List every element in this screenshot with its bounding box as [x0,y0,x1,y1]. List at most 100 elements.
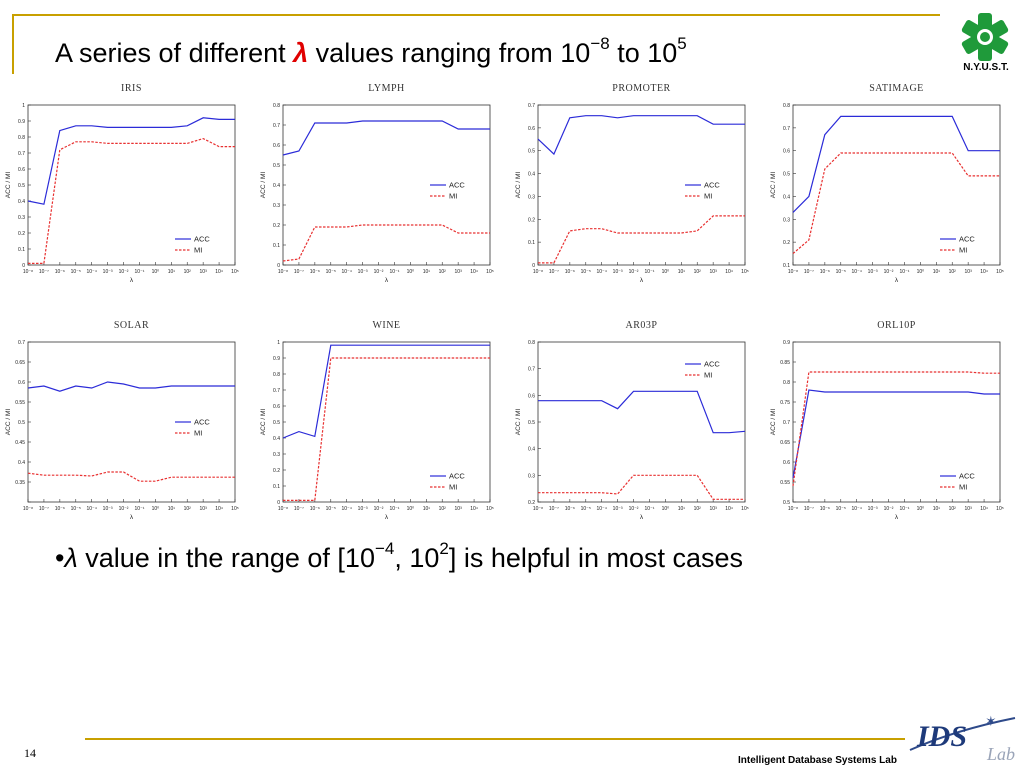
x-tick-label: 10⁻⁸ [788,506,798,512]
frame-left-line [12,14,14,74]
y-tick-label: 0.2 [273,468,280,474]
y-tick-label: 0.85 [780,360,790,366]
x-tick-label: 10⁵ [996,506,1004,512]
x-tick-label: 10² [694,506,702,512]
y-tick-label: 0.45 [15,440,25,446]
x-tick-label: 10⁵ [741,269,749,275]
x-tick-label: 10⁻⁸ [278,269,288,275]
legend-label-mi: MI [704,371,712,380]
legend-label-acc: ACC [959,235,975,244]
series-line-mi [282,224,490,262]
x-tick-label: 10⁻⁴ [342,269,352,275]
x-tick-label: 10⁵ [741,506,749,512]
x-tick-label: 10⁻⁷ [294,269,304,275]
x-tick-label: 10⁴ [725,506,733,512]
y-tick-label: 0.9 [18,119,25,125]
series-line-acc [792,115,1000,213]
y-tick-label: 0.4 [528,447,535,453]
chart-orl10p: ORL10P 0.5 0.55 0.6 0.65 0.7 0.75 0.8 0.85 0.9 10⁻… [770,320,1004,521]
x-tick-label: 10⁻² [374,269,384,275]
x-tick-label: 10⁻⁵ [71,506,81,512]
x-tick-label: 10⁰ [407,269,415,275]
y-tick-label: 0 [277,263,280,269]
ids-logo-text: IDS [916,720,967,753]
x-tick-label: 10⁻⁵ [836,269,846,275]
y-tick-label: 0.7 [783,420,790,426]
y-tick-label: 0.4 [273,436,280,442]
x-tick-label: 10⁻⁴ [342,506,352,512]
chart-lymph: LYMPH 0 0.1 0.2 0.3 0.4 0.5 0.6 0.7 0.8 10⁻⁸ 10⁻⁷ 10… [260,83,494,284]
x-tick-label: 10⁻¹ [900,506,910,512]
ids-logo-script: Lab [986,744,1015,764]
x-tick-label: 10⁻² [884,506,894,512]
y-tick-label: 0.5 [783,172,790,178]
plot-frame [537,104,746,266]
x-tick-label: 10¹ [933,269,941,275]
y-tick-label: 0.9 [783,340,790,346]
y-tick-label: 0.7 [528,103,535,109]
chart-solar: SOLAR 0.35 0.4 0.45 0.5 0.55 0.6 0.65 0.7 10⁻⁸ 10⁻… [5,320,239,521]
x-tick-label: 10⁻⁶ [55,506,65,512]
x-tick-label: 10³ [965,269,973,275]
series-line-mi [792,152,1000,255]
y-tick-label: 0.7 [528,367,535,373]
y-tick-label: 0.2 [783,240,790,246]
legend-label-mi: MI [704,192,712,201]
y-tick-label: 0.7 [273,123,280,129]
lab-name: Intelligent Database Systems Lab [738,755,897,766]
series-line-acc [537,115,745,156]
series-line-mi [28,137,235,264]
y-tick-label: 0.8 [273,103,280,109]
y-tick-label: 0.2 [273,223,280,229]
x-tick-label: 10¹ [933,506,941,512]
x-tick-label: 10⁻² [629,506,639,512]
legend-label-acc: ACC [449,181,465,190]
legend-box [427,176,479,204]
legend-label-mi: MI [959,246,967,255]
y-tick-label: 0.6 [273,404,280,410]
chart-title: PROMOTER [612,83,670,94]
legend-label-acc: ACC [704,181,720,190]
y-axis-label: ACC / MI [260,172,267,199]
legend-label-acc: ACC [194,418,210,427]
y-tick-label: 0.9 [273,356,280,362]
y-tick-label: 0.35 [15,480,25,486]
x-tick-label: 10⁴ [980,506,988,512]
bullet-lambda: λ [64,543,78,573]
x-axis-label: λ [895,277,899,284]
y-tick-label: 0.6 [528,393,535,399]
x-axis-label: λ [895,514,899,521]
x-tick-label: 10⁻⁶ [55,269,65,275]
x-tick-label: 10⁻³ [358,269,368,275]
x-tick-label: 10⁻³ [103,269,113,275]
y-tick-label: 0.8 [273,372,280,378]
x-tick-label: 10⁻³ [613,269,623,275]
x-tick-label: 10² [949,506,957,512]
x-tick-label: 10¹ [168,269,176,275]
university-name: N.Y.U.S.T. [963,62,1009,73]
x-tick-label: 10² [439,269,447,275]
x-tick-label: 10⁴ [215,506,223,512]
chart-title: WINE [372,320,400,331]
y-tick-label: 0.6 [783,149,790,155]
series-line-mi [792,371,1000,487]
frame-top-line [12,14,940,16]
x-tick-label: 10⁻² [629,269,639,275]
y-tick-label: 0.5 [783,500,790,506]
x-tick-label: 10⁻⁸ [23,269,33,275]
x-tick-label: 10² [184,506,192,512]
y-tick-label: 0.7 [18,340,25,346]
x-tick-label: 10⁻⁶ [565,506,575,512]
x-tick-label: 10⁻⁶ [565,269,575,275]
x-tick-label: 10² [439,506,447,512]
x-tick-label: 10⁻⁴ [87,269,97,275]
y-tick-label: 0.1 [783,263,790,269]
y-axis-label: ACC / MI [260,409,267,436]
legend-label-acc: ACC [704,360,720,369]
x-tick-label: 10⁵ [486,269,494,275]
x-tick-label: 10⁻² [884,269,894,275]
series-line-mi [538,474,745,500]
x-tick-label: 10⁻⁵ [836,506,846,512]
x-tick-label: 10⁰ [662,269,670,275]
